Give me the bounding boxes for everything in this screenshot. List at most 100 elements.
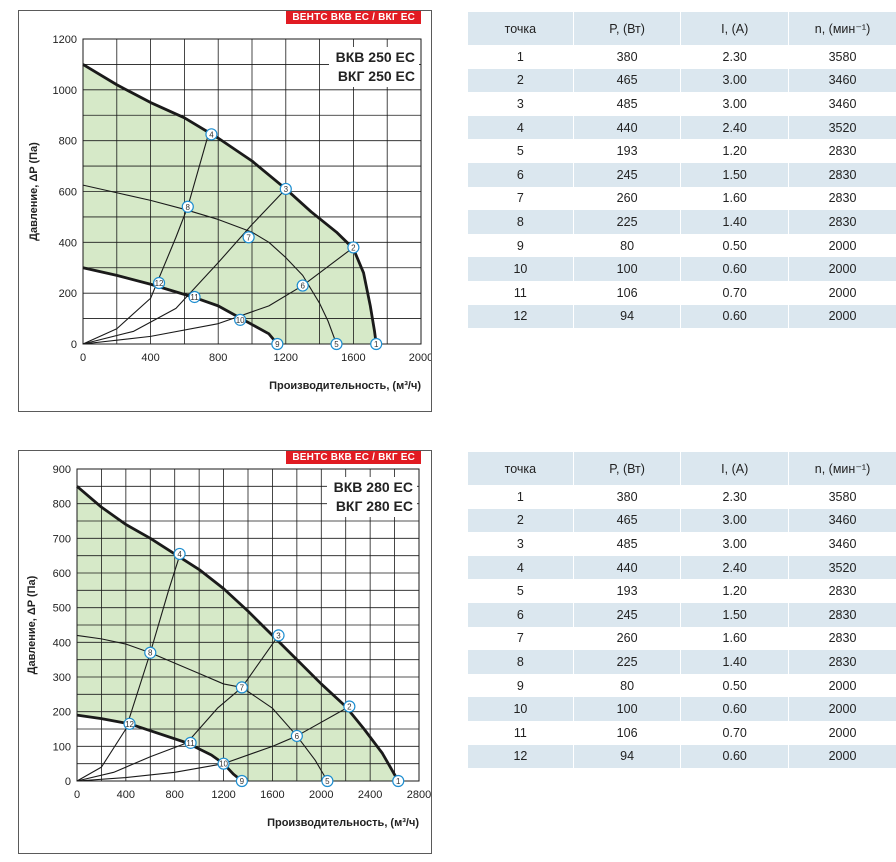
table-cell: 465 (572, 68, 681, 93)
column-header: P, (Вт) (572, 12, 681, 45)
operating-point-marker (242, 231, 255, 244)
table-cell: 0.70 (680, 720, 789, 745)
operating-point-marker (370, 337, 383, 351)
model-label: ВКГ 250 ЕС (338, 68, 415, 84)
y-tick-label: 200 (53, 707, 71, 719)
table-cell: 2830 (788, 186, 896, 211)
chart-panel-1: ВЕНТС ВКВ ЕС / ВКГ ЕС 0 400 800 1200 1600 200… (18, 10, 432, 412)
brand-badge: ВЕНТС ВКВ ЕС / ВКГ ЕС (286, 451, 421, 464)
operating-point-label: 4 (177, 550, 182, 559)
pressure-chart-2: 0 400 800 1200 1600 2000 2400 28000100200300400… (26, 464, 431, 829)
table-row: 8 225 1.40 2830 (468, 210, 896, 234)
table-cell: 3.00 (680, 92, 789, 116)
operating-point-label: 6 (295, 732, 300, 741)
operating-point-marker (279, 182, 292, 196)
operating-point-marker (272, 629, 285, 642)
table-cell: 485 (572, 92, 681, 116)
operating-point-marker (144, 646, 157, 659)
operating-point-label: 2 (347, 702, 352, 711)
table-cell: 2830 (788, 579, 896, 603)
y-tick-label: 400 (59, 237, 77, 249)
table-cell: 0.60 (680, 257, 789, 281)
table-cell: 3460 (788, 92, 896, 116)
table-row: 1 380 2.30 3580 (468, 485, 896, 509)
brand-badge: ВЕНТС ВКВ ЕС / ВКГ ЕС (286, 11, 421, 24)
table-cell: 11 (513, 285, 527, 300)
table-cell: 3460 (788, 508, 896, 533)
x-tick-label: 400 (117, 789, 135, 801)
table-row: 5 193 1.20 2830 (468, 139, 896, 163)
table-row: 12 94 0.60 2000 (468, 304, 896, 329)
operating-point-marker (205, 128, 218, 141)
operating-point-label: 6 (300, 282, 305, 291)
operating-point-marker (173, 547, 186, 561)
table-cell: 2830 (788, 210, 896, 234)
operating-point-label: 3 (284, 185, 289, 194)
table-row: 3 485 3.00 3460 (468, 92, 896, 116)
table-cell: 0.50 (680, 233, 789, 258)
x-tick-label: 0 (80, 352, 86, 364)
table-cell: 193 (572, 579, 681, 603)
operating-point-label: 4 (209, 130, 214, 139)
table-cell: 2000 (788, 697, 896, 721)
curve-op (82, 246, 354, 345)
operating-point-label: 10 (219, 760, 228, 769)
performance-table-2: точка P, (Вт) I, (А) n, (мин⁻¹) 1 380 2.30 358… (468, 452, 896, 769)
y-tick-label: 800 (53, 499, 71, 511)
x-tick-label: 400 (141, 352, 159, 364)
table-cell: 11 (513, 725, 527, 740)
curve-op (82, 135, 209, 345)
operating-point-label: 2 (351, 243, 356, 252)
table-cell: 2.30 (680, 485, 789, 509)
table-row: 10 100 0.60 2000 (468, 257, 896, 281)
table-cell: 1.60 (680, 186, 789, 211)
column-header: точка (468, 452, 574, 485)
x-tick-label: 0 (74, 789, 80, 801)
table-cell: 12 (468, 744, 574, 769)
table-cell: 3520 (788, 115, 896, 140)
operating-point-label: 8 (148, 649, 153, 658)
table-cell: 0.60 (680, 304, 789, 329)
pressure-chart-1: 0 400 800 1200 1600 2000 0 200 400 600 800 1000 1200… (28, 34, 431, 392)
table-cell: 6 (468, 602, 574, 627)
table-row: 2 465 3.00 3460 (468, 508, 896, 533)
table-cell: 2 (468, 508, 574, 533)
chart-panel-2: ВЕНТС ВКВ ЕС / ВКГ ЕС 0 400 800 1200 1600 200… (18, 450, 432, 854)
operating-point-marker (123, 717, 136, 730)
table-row: 6 245 1.50 2830 (468, 602, 896, 627)
model-label: ВКГ 280 ЕС (336, 498, 413, 514)
table-cell: 3.00 (680, 532, 789, 556)
table-cell: 9 (516, 678, 524, 693)
y-tick-label: 0 (71, 339, 77, 351)
table-cell: 1 (516, 489, 524, 504)
table-cell: 94 (572, 304, 681, 329)
column-header: I, (А) (680, 452, 789, 485)
x-tick-label: 800 (209, 352, 227, 364)
table-cell: 5 (516, 584, 524, 599)
table-cell: 10 (468, 697, 574, 721)
table-row: 3 485 3.00 3460 (468, 532, 896, 556)
table-cell: 2000 (788, 257, 896, 281)
x-tick-label: 2000 (409, 352, 431, 364)
table-cell: 260 (572, 186, 681, 211)
table-row: 9 80 0.50 2000 (468, 233, 896, 258)
operating-point-marker (271, 337, 284, 351)
x-tick-label: 1600 (260, 789, 284, 801)
table-cell: 2000 (788, 673, 896, 698)
y-axis-title: Давление, ΔP (Па) (28, 142, 40, 241)
table-cell: 7 (516, 631, 524, 646)
table-cell: 4 (468, 115, 574, 140)
y-tick-label: 400 (53, 637, 71, 649)
model-label: ВКВ 250 ЕС (336, 49, 415, 65)
table-cell: 9 (516, 238, 524, 253)
y-tick-label: 600 (53, 568, 71, 580)
table-row: 11 106 0.70 2000 (468, 720, 896, 745)
y-axis-title: Давление, ΔP (Па) (26, 575, 38, 674)
table-row: 4 440 2.40 3520 (468, 555, 896, 580)
y-tick-label: 700 (53, 533, 71, 545)
curve-op (82, 188, 287, 345)
table-cell: 3460 (788, 68, 896, 93)
y-tick-label: 900 (53, 464, 71, 476)
operating-point-label: 12 (155, 279, 164, 288)
operating-point-label: 1 (374, 340, 379, 349)
